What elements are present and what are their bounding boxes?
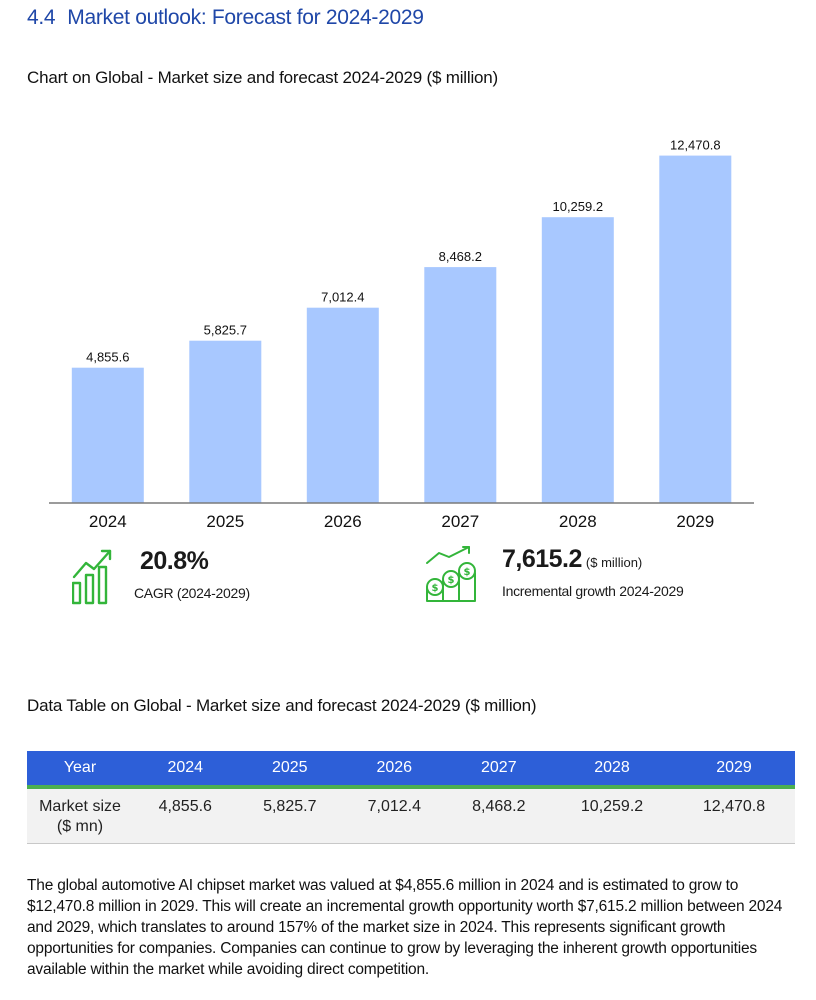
- table-row: Market size ($ mn) 4,855.6 5,825.7 7,012…: [27, 787, 795, 844]
- bar-2027: [424, 267, 497, 503]
- table-row-label: Market size ($ mn): [27, 787, 133, 844]
- section-title: Market outlook: Forecast for 2024-2029: [67, 6, 424, 29]
- summary-paragraph: The global automotive AI chipset market …: [27, 877, 783, 978]
- x-tick-2025: 2025: [206, 512, 244, 531]
- data-label-2028: 10,259.2: [552, 199, 603, 214]
- table-cell: 8,468.2: [446, 787, 552, 844]
- cagr-label: CAGR (2024-2029): [134, 585, 250, 601]
- data-label-2029: 12,470.8: [670, 138, 721, 153]
- incremental-label: Incremental growth 2024-2029: [502, 583, 684, 599]
- x-tick-2026: 2026: [324, 512, 362, 531]
- row-label-line2: ($ mn): [56, 818, 104, 835]
- table-cell: 10,259.2: [551, 787, 673, 844]
- x-tick-2024: 2024: [89, 512, 127, 531]
- section-number: 4.4: [27, 6, 56, 29]
- bar-2025: [189, 340, 262, 503]
- data-label-2027: 8,468.2: [439, 249, 482, 264]
- incremental-unit: ($ million): [585, 555, 643, 570]
- growth-chart-icon: [72, 549, 112, 605]
- table-cell: 4,855.6: [133, 787, 238, 844]
- money-growth-icon: $ $ $: [426, 546, 476, 602]
- table-header-cell: Year: [27, 751, 133, 789]
- bar-chart: 4,855.6 2024 5,825.7 2025 7,012.4 2026 8,468.2…: [49, 138, 754, 531]
- table-cell: 5,825.7: [237, 787, 343, 844]
- table-title: Data Table on Global - Market size and f…: [27, 696, 537, 715]
- table-cell: 7,012.4: [342, 787, 447, 844]
- x-tick-2027: 2027: [441, 512, 479, 531]
- table-header-cell: 2024: [133, 751, 238, 789]
- data-label-2025: 5,825.7: [204, 323, 247, 338]
- table-header-cell: 2025: [237, 751, 343, 789]
- table-header-cell: 2028: [551, 751, 673, 789]
- data-label-2024: 4,855.6: [86, 350, 129, 365]
- table-cell: 12,470.8: [673, 787, 795, 844]
- cagr-value: 20.8%: [140, 547, 209, 575]
- svg-text:$: $: [448, 575, 455, 586]
- x-tick-2028: 2028: [559, 512, 597, 531]
- data-label-2026: 7,012.4: [321, 290, 364, 305]
- table-header-cell: 2029: [673, 751, 795, 789]
- section-heading: 4.4 Market outlook: Forecast for 2024-202…: [27, 6, 424, 30]
- bar-2024: [71, 367, 144, 503]
- bar-2026: [306, 307, 379, 503]
- incremental-value-line: 7,615.2 ($ million): [502, 545, 642, 574]
- table-header-cell: 2027: [446, 751, 552, 789]
- svg-text:$: $: [464, 567, 471, 578]
- chart-title: Chart on Global - Market size and foreca…: [27, 68, 498, 87]
- data-table: Year 2024 2025 2026 2027 2028 2029 Marke…: [27, 751, 795, 844]
- x-tick-2029: 2029: [676, 512, 714, 531]
- svg-text:$: $: [432, 583, 439, 594]
- table-header-row: Year 2024 2025 2026 2027 2028 2029: [27, 751, 795, 789]
- bar-2028: [541, 217, 614, 503]
- incremental-value: 7,615.2: [502, 545, 582, 573]
- table-header-cell: 2026: [342, 751, 447, 789]
- bar-2029: [659, 155, 732, 503]
- row-label-line1: Market size: [39, 798, 121, 815]
